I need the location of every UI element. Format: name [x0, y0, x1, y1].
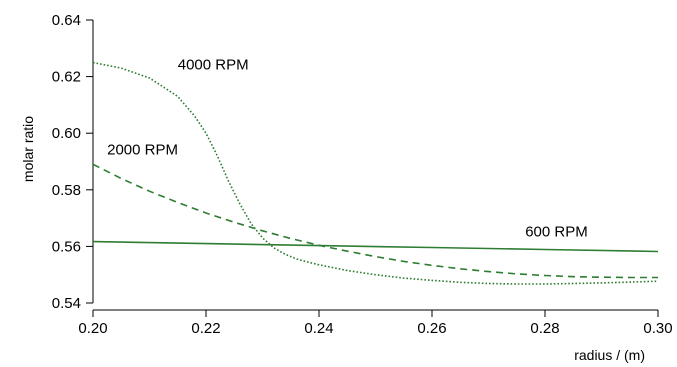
series-line-600-rpm [92, 240, 659, 253]
annotation-layer: 4000 RPM 2000 RPM 600 RPM [107, 57, 588, 241]
x-axis-ticks: 0.20 0.22 0.24 0.26 0.28 0.30 [78, 310, 673, 337]
y-tick-label: 0.62 [52, 69, 81, 86]
series-annotation: 600 RPM [525, 223, 588, 240]
series-annotation: 4000 RPM [178, 57, 249, 74]
y-tick-label: 0.64 [52, 12, 81, 29]
y-tick-label: 0.60 [52, 125, 81, 142]
y-axis-label: molar ratio [20, 116, 36, 182]
x-tick-label: 0.28 [530, 320, 559, 337]
x-tick-label: 0.20 [78, 320, 107, 337]
x-tick-label: 0.30 [643, 320, 672, 337]
x-axis-label: radius / (m) [574, 347, 645, 363]
series-line-2000-rpm [92, 163, 658, 279]
y-tick-label: 0.56 [52, 238, 81, 255]
series-layer [92, 61, 659, 285]
y-tick-label: 0.54 [52, 295, 81, 312]
axes: 0.540.560.580.600.620.64 0.20 0.22 0.24 0.2… [52, 12, 673, 337]
x-tick-label: 0.24 [304, 320, 333, 337]
y-tick-label: 0.58 [52, 182, 81, 199]
series-annotation: 2000 RPM [107, 141, 178, 158]
x-tick-label: 0.26 [417, 320, 446, 337]
y-axis-ticks: 0.54 0.56 0.58 0.60 0.62 0.64 [52, 12, 93, 312]
x-tick-label: 0.22 [191, 320, 220, 337]
